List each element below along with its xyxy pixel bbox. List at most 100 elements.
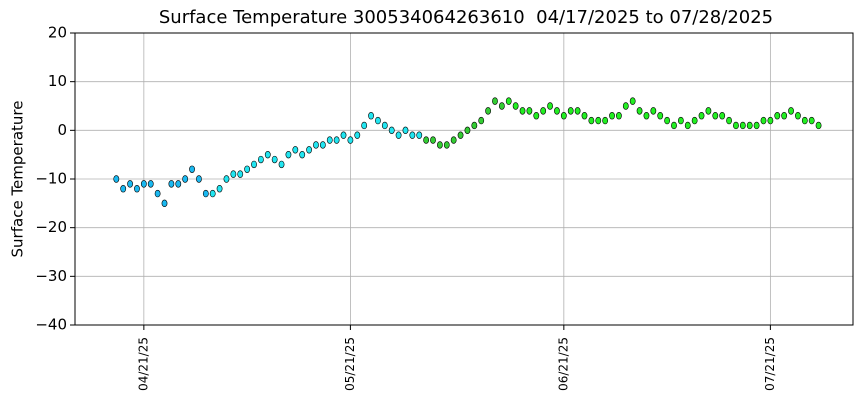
point bbox=[147, 180, 154, 188]
y-tick-label: −20 bbox=[35, 218, 67, 236]
point bbox=[175, 180, 182, 188]
point bbox=[134, 185, 140, 193]
point bbox=[430, 136, 436, 144]
point bbox=[237, 170, 244, 178]
point bbox=[168, 180, 175, 188]
point bbox=[609, 112, 615, 120]
point bbox=[182, 175, 189, 183]
point bbox=[257, 155, 264, 164]
point bbox=[574, 107, 581, 115]
point bbox=[677, 116, 684, 125]
point bbox=[347, 136, 354, 144]
point bbox=[395, 131, 402, 139]
point bbox=[746, 121, 753, 130]
point bbox=[781, 112, 788, 120]
point bbox=[278, 160, 285, 169]
x-tick-label: 07/21/25 bbox=[763, 337, 777, 391]
point bbox=[657, 112, 664, 120]
chart-title: Surface Temperature 300534064263610 04/1… bbox=[159, 7, 773, 28]
point bbox=[361, 121, 368, 130]
x-tick-label: 04/21/25 bbox=[136, 337, 150, 391]
y-tick-label: 20 bbox=[48, 24, 67, 42]
point bbox=[753, 121, 760, 130]
point bbox=[388, 126, 395, 135]
point bbox=[402, 126, 409, 135]
point bbox=[354, 131, 361, 139]
x-tick-label: 05/21/25 bbox=[343, 337, 357, 391]
point bbox=[547, 102, 553, 110]
point bbox=[271, 155, 278, 164]
y-tick-label: −30 bbox=[35, 267, 67, 285]
point bbox=[140, 180, 147, 188]
point bbox=[595, 116, 602, 125]
point bbox=[795, 112, 801, 120]
point bbox=[450, 136, 457, 144]
point bbox=[498, 102, 505, 110]
y-tick-label: −40 bbox=[35, 316, 67, 334]
point bbox=[616, 112, 622, 120]
point bbox=[485, 107, 491, 115]
point bbox=[127, 180, 133, 188]
y-axis-label: Surface Temperature bbox=[9, 101, 27, 258]
point bbox=[767, 116, 774, 125]
point bbox=[526, 107, 533, 115]
point bbox=[464, 126, 471, 135]
point bbox=[196, 175, 202, 183]
point bbox=[189, 165, 195, 173]
point bbox=[567, 107, 574, 115]
point bbox=[581, 112, 588, 120]
y-tick-label: 10 bbox=[48, 72, 67, 90]
point bbox=[161, 199, 168, 208]
point bbox=[540, 107, 547, 115]
point bbox=[691, 116, 698, 125]
point bbox=[313, 141, 319, 149]
x-tick-label: 06/21/25 bbox=[556, 337, 570, 391]
point bbox=[650, 107, 657, 115]
point bbox=[698, 112, 705, 120]
point bbox=[815, 121, 822, 130]
point bbox=[808, 116, 815, 125]
point bbox=[113, 175, 120, 183]
point bbox=[739, 121, 746, 130]
point bbox=[437, 141, 443, 149]
point bbox=[209, 189, 216, 198]
point bbox=[202, 189, 209, 198]
point bbox=[636, 107, 643, 115]
point bbox=[684, 121, 691, 130]
point bbox=[588, 116, 595, 125]
point bbox=[457, 131, 464, 139]
point bbox=[512, 102, 519, 110]
point bbox=[326, 136, 333, 144]
point bbox=[340, 131, 347, 139]
point bbox=[251, 160, 257, 169]
point bbox=[368, 112, 374, 120]
point bbox=[533, 112, 540, 120]
point bbox=[602, 116, 609, 125]
point bbox=[292, 146, 299, 154]
point bbox=[319, 141, 326, 149]
point bbox=[726, 116, 732, 125]
point bbox=[478, 116, 485, 125]
point bbox=[285, 150, 292, 159]
point bbox=[416, 131, 423, 139]
point bbox=[712, 112, 719, 120]
point bbox=[471, 121, 478, 130]
point bbox=[560, 112, 567, 120]
plot-frame bbox=[74, 32, 854, 326]
point bbox=[223, 175, 230, 183]
point bbox=[299, 150, 306, 159]
point bbox=[719, 112, 726, 120]
point bbox=[120, 185, 127, 193]
point bbox=[264, 150, 271, 159]
point bbox=[244, 165, 251, 173]
point bbox=[423, 136, 430, 144]
point bbox=[409, 131, 416, 139]
point bbox=[381, 121, 388, 130]
point bbox=[154, 189, 161, 198]
point bbox=[760, 116, 767, 125]
point bbox=[492, 97, 498, 105]
point bbox=[554, 107, 560, 115]
point bbox=[519, 107, 526, 115]
point bbox=[375, 116, 381, 125]
